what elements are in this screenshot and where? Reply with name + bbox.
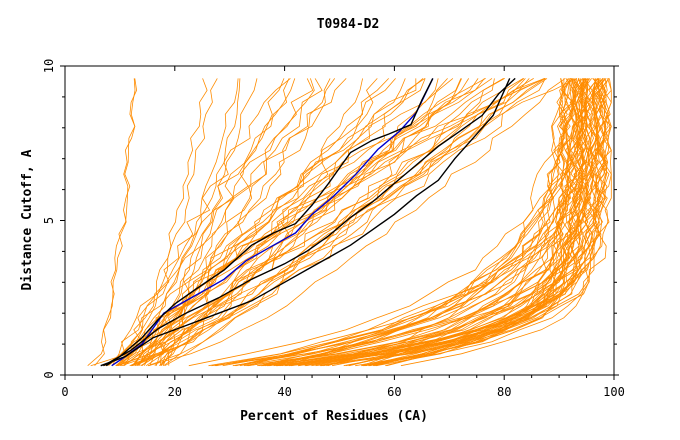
model-curve <box>160 78 530 366</box>
model-curve <box>149 78 323 366</box>
model-curve <box>285 78 612 367</box>
axis-ticks: 0 20 40 60 80 100 0 5 10 <box>42 59 625 399</box>
model-curve <box>129 78 505 367</box>
model-curve <box>375 78 593 367</box>
model-curve <box>145 78 285 367</box>
model-curve <box>320 78 612 367</box>
model-curve <box>279 78 591 367</box>
model-curve <box>261 78 610 367</box>
x-tick-label: 80 <box>497 385 511 399</box>
model-curve <box>232 78 604 367</box>
model-curve <box>120 78 504 366</box>
model-curve <box>87 78 136 367</box>
model-curve <box>158 78 290 366</box>
model-curve <box>239 78 573 367</box>
y-axis-label: Distance Cutoff, A <box>20 149 35 290</box>
highlight-curve-black-2 <box>103 77 516 367</box>
model-curve <box>400 78 608 367</box>
highlighted-curves <box>100 77 516 367</box>
model-curve <box>257 78 600 367</box>
model-curve <box>90 78 241 367</box>
x-tick-label: 100 <box>603 385 625 399</box>
model-curve <box>164 78 462 367</box>
model-curve <box>363 78 573 367</box>
model-curve <box>267 78 590 367</box>
model-curve <box>327 78 574 367</box>
model-curve <box>121 78 546 367</box>
x-tick-label: 0 <box>61 385 68 399</box>
model-curve <box>115 78 545 367</box>
model-curves <box>87 78 612 367</box>
model-curve <box>104 78 218 367</box>
model-curve <box>117 78 426 366</box>
model-curve <box>345 78 585 367</box>
model-curve <box>155 78 389 366</box>
model-curve <box>134 78 524 366</box>
model-curve <box>136 78 336 366</box>
model-curve <box>147 78 525 367</box>
model-curve <box>290 78 605 367</box>
model-curve <box>159 78 406 366</box>
model-curve <box>373 78 607 367</box>
x-tick-label: 40 <box>277 385 291 399</box>
x-tick-label: 60 <box>387 385 401 399</box>
x-tick-label: 20 <box>168 385 182 399</box>
model-curve <box>363 78 612 367</box>
model-curve <box>269 78 590 367</box>
x-axis-label: Percent of Residues (CA) <box>240 409 428 424</box>
model-curve <box>140 78 495 367</box>
model-curve <box>374 78 611 367</box>
model-curve <box>276 78 609 367</box>
model-curve <box>117 78 448 367</box>
model-curve <box>277 78 574 367</box>
model-curve <box>273 78 588 367</box>
model-curve <box>105 78 239 367</box>
y-tick-label: 10 <box>42 59 56 73</box>
model-curve <box>103 78 258 367</box>
model-curve <box>123 78 454 367</box>
highlight-curve-blue-0 <box>111 78 434 367</box>
model-curve <box>123 78 291 366</box>
model-curve <box>331 78 583 367</box>
model-curve <box>124 78 424 367</box>
model-curve <box>323 78 611 367</box>
model-curve <box>111 78 296 366</box>
model-curve <box>119 78 331 367</box>
model-curve <box>349 78 610 367</box>
model-curve <box>348 78 579 367</box>
model-curve <box>311 78 589 367</box>
model-curve <box>148 78 566 367</box>
model-curve <box>137 78 315 366</box>
model-curve <box>235 78 571 367</box>
highlight-curve-black-1 <box>105 78 434 367</box>
highlight-curve-black-3 <box>100 78 511 367</box>
model-curve <box>94 78 138 366</box>
chart-title: T0984-D2 <box>317 17 380 32</box>
model-curve <box>208 78 600 367</box>
y-tick-label: 0 <box>42 371 56 378</box>
model-curve <box>115 78 347 367</box>
model-curve <box>160 78 470 366</box>
y-tick-label: 5 <box>42 217 56 224</box>
model-curve <box>163 78 378 367</box>
model-curve <box>154 78 439 366</box>
model-curve <box>106 78 208 367</box>
model-curve <box>130 78 479 367</box>
model-curve <box>368 78 602 367</box>
model-curve <box>365 78 591 367</box>
model-curve <box>281 78 570 367</box>
model-curve <box>141 78 426 366</box>
